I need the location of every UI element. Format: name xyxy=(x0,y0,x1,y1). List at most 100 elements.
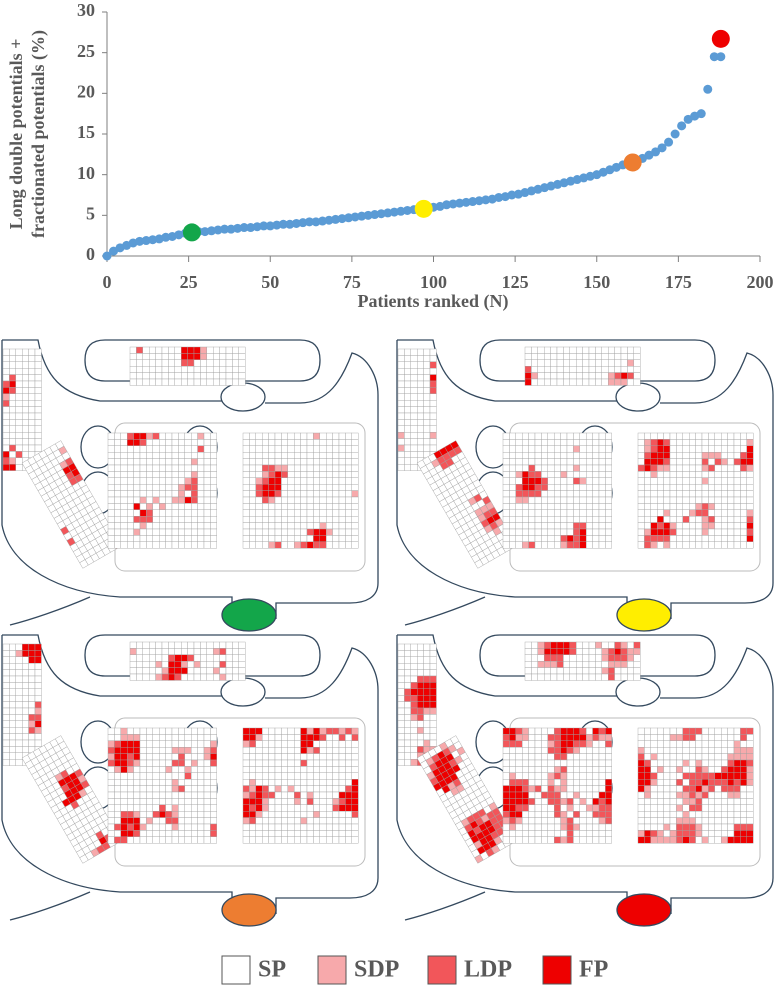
grid-cell xyxy=(203,734,211,742)
grid-cell xyxy=(676,734,683,742)
grid-cell xyxy=(727,439,735,447)
grid-cell xyxy=(158,445,166,453)
grid-cell xyxy=(669,791,677,799)
grid-cell xyxy=(669,471,677,478)
grid-cell xyxy=(249,509,256,517)
grid-cell xyxy=(165,509,173,517)
grid-cell xyxy=(509,836,517,844)
grid-cell xyxy=(620,378,628,386)
grid-cell xyxy=(650,490,658,498)
grid-cell xyxy=(190,823,198,831)
grid-cell xyxy=(300,509,308,517)
grid-cell xyxy=(319,445,327,453)
grid-cell xyxy=(152,477,160,485)
grid-cell xyxy=(294,477,301,485)
grid-cell xyxy=(521,535,529,542)
grid-cell xyxy=(727,432,735,440)
grid-cell xyxy=(22,720,29,728)
grid-cell xyxy=(733,785,741,793)
grid-cell xyxy=(332,509,340,517)
grid-cell xyxy=(682,503,690,510)
grid-cell xyxy=(637,766,645,773)
grid-cell xyxy=(184,451,192,459)
grid-cell xyxy=(319,477,327,485)
grid-cell xyxy=(585,759,593,767)
grid-cell xyxy=(397,758,405,766)
grid-cell xyxy=(676,823,683,831)
grid-cell xyxy=(537,654,545,662)
grid-cell xyxy=(644,810,651,818)
grid-cell xyxy=(605,464,612,472)
grid-cell xyxy=(22,444,29,452)
grid-cell xyxy=(232,359,239,367)
grid-cell xyxy=(120,727,128,735)
grid-cell xyxy=(126,464,134,472)
grid-cell xyxy=(669,785,677,793)
grid-cell xyxy=(152,759,160,767)
grid-cell xyxy=(637,791,645,799)
grid-cell xyxy=(203,823,211,831)
grid-cell xyxy=(262,836,269,844)
grid-cell xyxy=(2,714,10,722)
grid-cell xyxy=(417,746,424,754)
grid-cell xyxy=(582,641,590,649)
grid-cell xyxy=(206,673,214,681)
grid-cell xyxy=(637,483,645,491)
grid-cell xyxy=(727,490,735,498)
grid-cell xyxy=(650,804,658,812)
grid-cell xyxy=(326,445,333,453)
grid-cell xyxy=(306,535,314,542)
grid-cell xyxy=(238,372,246,380)
grid-cell xyxy=(676,753,683,761)
grid-cell xyxy=(669,804,677,812)
grid-cell xyxy=(345,778,352,786)
grid-cell xyxy=(695,766,703,773)
grid-cell xyxy=(300,798,308,805)
grid-cell xyxy=(206,654,214,662)
grid-cell xyxy=(534,464,542,472)
grid-cell xyxy=(404,451,411,459)
grid-cell xyxy=(701,791,709,799)
grid-cell xyxy=(158,471,166,478)
grid-cell xyxy=(255,503,263,510)
grid-cell xyxy=(404,431,411,439)
grid-cell xyxy=(528,734,536,742)
grid-cell xyxy=(556,641,564,649)
grid-cell xyxy=(171,535,179,542)
grid-cell xyxy=(210,522,217,530)
grid-cell xyxy=(345,496,352,504)
grid-cell xyxy=(701,836,709,844)
grid-cell xyxy=(187,353,195,360)
grid-cell xyxy=(126,509,134,517)
grid-cell xyxy=(184,804,192,812)
data-point xyxy=(220,224,230,234)
grid-cell xyxy=(614,667,622,675)
grid-cell xyxy=(423,431,431,439)
grid-cell xyxy=(740,734,747,742)
grid-cell xyxy=(262,535,269,542)
grid-cell xyxy=(133,464,141,472)
map-outline xyxy=(404,596,486,626)
grid-cell xyxy=(136,359,143,367)
grid-cell xyxy=(326,778,333,786)
grid-cell xyxy=(579,791,587,799)
grid-cell xyxy=(206,641,214,649)
grid-cell xyxy=(410,425,418,433)
grid-cell xyxy=(306,483,314,491)
grid-cell xyxy=(531,641,538,649)
grid-cell xyxy=(190,759,198,767)
grid-cell xyxy=(650,503,658,510)
grid-cell xyxy=(306,798,314,805)
grid-cell xyxy=(663,528,671,536)
grid-cell xyxy=(281,464,288,472)
grid-cell xyxy=(423,714,431,722)
grid-cell xyxy=(579,496,587,504)
grid-cell xyxy=(22,451,29,459)
grid-cell xyxy=(537,346,545,354)
grid-cell xyxy=(268,471,276,478)
grid-cell xyxy=(566,766,574,773)
grid-cell xyxy=(200,641,207,649)
grid-cell xyxy=(351,772,359,780)
grid-cell xyxy=(28,393,36,401)
grid-cell xyxy=(588,346,596,354)
